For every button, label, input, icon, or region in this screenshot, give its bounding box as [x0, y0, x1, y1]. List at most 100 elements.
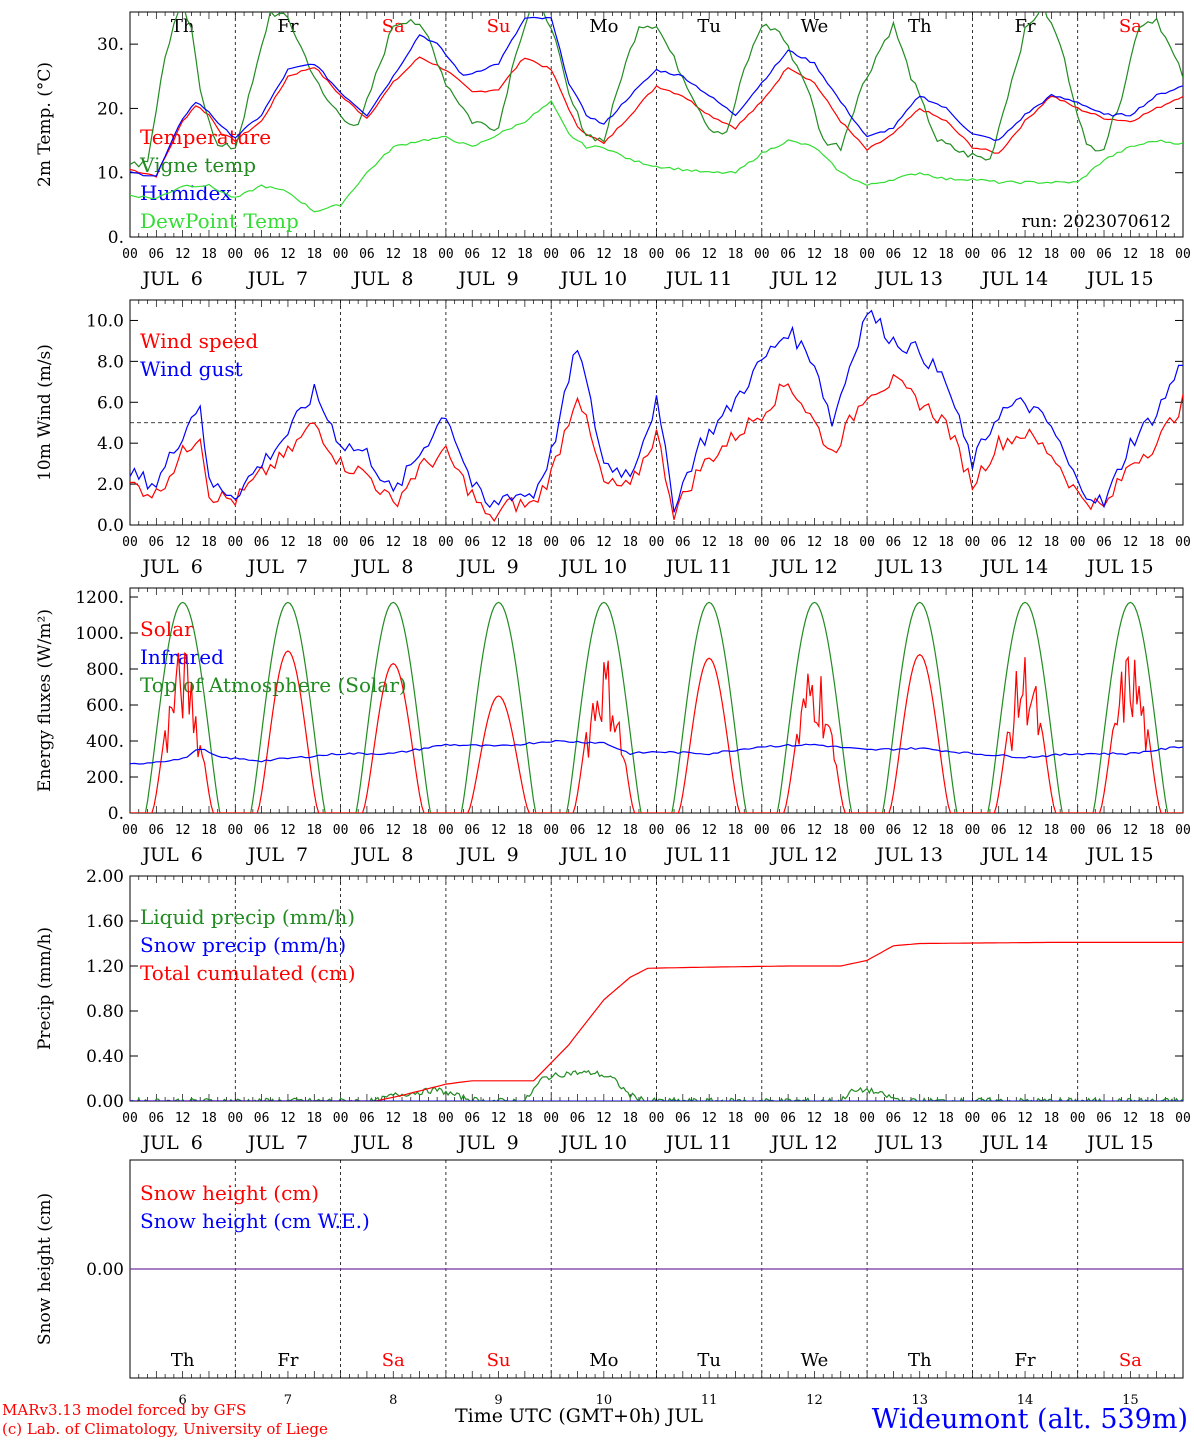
hour-label: 12: [596, 535, 612, 550]
hour-label: 12: [385, 535, 401, 550]
hour-label: 12: [491, 247, 507, 262]
hour-label: 06: [780, 247, 796, 262]
hour-label: 06: [464, 1111, 480, 1126]
hour-label: 18: [938, 823, 954, 838]
hour-label: 06: [359, 247, 375, 262]
day-number-label: 6: [179, 1393, 187, 1408]
hour-label: 06: [570, 535, 586, 550]
hour-label: 18: [517, 823, 533, 838]
date-label: JUL 13: [875, 268, 943, 290]
hour-label: 18: [201, 535, 217, 550]
plot-frame: [129, 11, 1184, 238]
hour-label: 12: [807, 535, 823, 550]
date-label: JUL 14: [980, 268, 1048, 290]
legend-entry: Vigne temp: [139, 153, 256, 177]
hour-label: 18: [306, 247, 322, 262]
date-label: JUL 10: [559, 268, 627, 290]
y-tick-label: 1.60: [86, 912, 124, 932]
hour-label: 06: [886, 823, 902, 838]
hour-label: 18: [833, 1111, 849, 1126]
hour-label: 18: [412, 823, 428, 838]
hour-label: 12: [385, 823, 401, 838]
y-axis-label: 2m Temp. (°C): [35, 62, 55, 187]
hour-label: 00: [227, 535, 243, 550]
y-axis-label: 10m Wind (m/s): [35, 344, 55, 481]
day-number-label: 7: [284, 1393, 292, 1408]
hour-label: 00: [1175, 535, 1191, 550]
hour-label: 00: [122, 1111, 138, 1126]
hour-label: 00: [333, 247, 349, 262]
panel-wind: 0.0 2.0 4.0 6.0 8.0 10.0 10m Wind (m/s) 00 06 12 1…: [35, 299, 1191, 578]
hour-label: 12: [912, 247, 928, 262]
hour-label: 18: [412, 1111, 428, 1126]
hour-label: 00: [438, 247, 454, 262]
hour-label: 12: [596, 823, 612, 838]
date-label: JUL 12: [769, 844, 837, 866]
hour-label: 12: [701, 1111, 717, 1126]
hour-label: 06: [1096, 1111, 1112, 1126]
hour-label: 06: [148, 535, 164, 550]
y-tick-label: 400.: [86, 732, 124, 752]
plot-frame: [129, 587, 1184, 814]
hour-label: 18: [306, 823, 322, 838]
hour-label: 00: [227, 247, 243, 262]
date-label: JUL 7: [246, 844, 308, 866]
hour-label: 12: [1017, 823, 1033, 838]
hour-label: 18: [622, 247, 638, 262]
hour-label: 00: [965, 823, 981, 838]
hour-label: 00: [1070, 823, 1086, 838]
weekday-label: Mo: [589, 16, 618, 37]
hour-label: 12: [1123, 247, 1139, 262]
hour-label: 00: [1175, 823, 1191, 838]
hour-label: 00: [543, 1111, 559, 1126]
y-tick-label: 2.0: [97, 475, 124, 495]
hour-label: 06: [886, 1111, 902, 1126]
hour-label: 12: [280, 535, 296, 550]
series-humidex: [130, 16, 1183, 177]
date-label: JUL 13: [875, 844, 943, 866]
hour-label: 12: [1017, 535, 1033, 550]
legend-entry: Snow height (cm): [140, 1181, 319, 1205]
date-label: JUL 13: [875, 1132, 943, 1154]
hour-label: 06: [780, 823, 796, 838]
date-label: JUL 10: [559, 844, 627, 866]
hour-label: 00: [1070, 1111, 1086, 1126]
hour-label: 00: [754, 1111, 770, 1126]
date-label: JUL 13: [875, 556, 943, 578]
y-tick-label: 10.0: [86, 311, 124, 331]
y-tick-label: 800.: [86, 660, 124, 680]
hour-label: 06: [1096, 823, 1112, 838]
date-label: JUL 11: [664, 268, 732, 290]
y-tick-label: 600.: [86, 696, 124, 716]
hour-label: 06: [464, 247, 480, 262]
y-axis-label: Snow height (cm): [35, 1193, 55, 1345]
day-number-label: 14: [1017, 1393, 1034, 1408]
legend-entry: Humidex: [140, 181, 232, 205]
date-label: JUL 14: [980, 556, 1048, 578]
hour-label: 12: [807, 1111, 823, 1126]
hour-label: 00: [649, 247, 665, 262]
date-label: JUL 9: [456, 268, 518, 290]
hour-label: 06: [1096, 247, 1112, 262]
hour-label: 18: [412, 247, 428, 262]
hour-label: 00: [965, 535, 981, 550]
weekday-label: We: [801, 1350, 829, 1371]
y-tick-label: 0.00: [86, 1260, 124, 1280]
hour-label: 12: [175, 823, 191, 838]
hour-label: 12: [701, 247, 717, 262]
hour-label: 00: [438, 1111, 454, 1126]
weekday-label: Fr: [1015, 16, 1036, 37]
hour-label: 06: [359, 535, 375, 550]
legend-entry: Solar: [140, 617, 194, 641]
weekday-label: Th: [908, 1350, 932, 1371]
hour-label: 12: [175, 1111, 191, 1126]
hour-label: 00: [543, 823, 559, 838]
hour-label: 18: [938, 247, 954, 262]
run-label: run: 2023070612: [1022, 212, 1171, 232]
hour-label: 18: [1044, 1111, 1060, 1126]
series-group: [130, 601, 1183, 813]
date-label: JUL 15: [1085, 556, 1153, 578]
day-number-label: 11: [701, 1393, 718, 1408]
hour-label: 18: [1044, 535, 1060, 550]
